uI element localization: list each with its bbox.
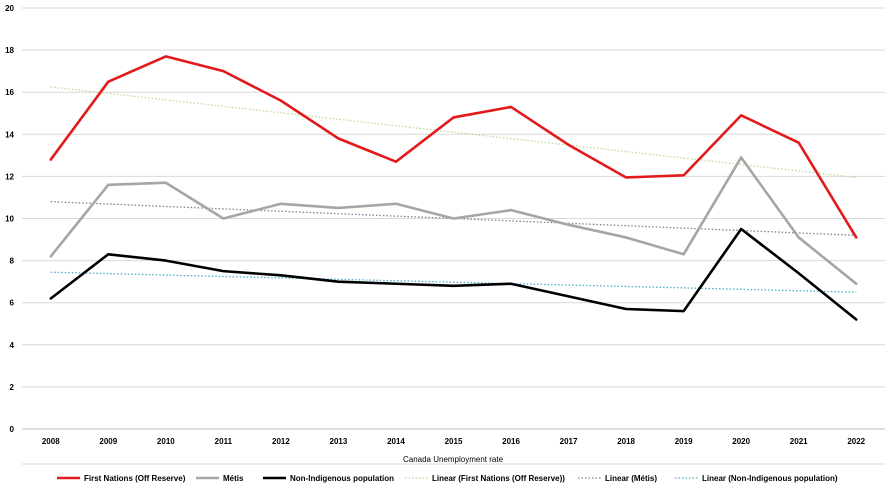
legend-label: Linear (Métis) bbox=[605, 474, 657, 483]
x-tick-label: 2017 bbox=[560, 437, 578, 446]
x-tick-label: 2013 bbox=[330, 437, 348, 446]
x-axis-title: Canada Unemployment rate bbox=[403, 455, 504, 464]
y-tick-label: 8 bbox=[10, 257, 15, 266]
x-tick-label: 2020 bbox=[732, 437, 750, 446]
legend-item: Linear (Métis) bbox=[578, 474, 657, 483]
series-points-0 bbox=[50, 56, 857, 238]
series-line-0 bbox=[49, 55, 858, 239]
legend-item: Non-Indigenous population bbox=[263, 474, 394, 483]
legend: First Nations (Off Reserve) Métis Non-Indi… bbox=[57, 474, 838, 483]
x-tick-label: 2008 bbox=[42, 437, 60, 446]
x-tick-label: 2016 bbox=[502, 437, 520, 446]
x-tick-label: 2014 bbox=[387, 437, 405, 446]
x-tick-label: 2009 bbox=[99, 437, 117, 446]
legend-item: Métis bbox=[196, 474, 244, 483]
y-tick-label: 14 bbox=[5, 130, 14, 139]
series-lines bbox=[49, 55, 858, 321]
x-tick-label: 2018 bbox=[617, 437, 635, 446]
axes: 0 2 4 6 8 10 12 14 16 18 20 2008 2009 2010 2011 2012 201… bbox=[5, 4, 885, 446]
legend-label: Métis bbox=[223, 474, 244, 483]
trendline-0 bbox=[50, 86, 857, 179]
x-tick-label: 2011 bbox=[215, 437, 233, 446]
y-tick-label: 16 bbox=[5, 88, 14, 97]
x-tick-label: 2012 bbox=[272, 437, 290, 446]
y-tick-label: 20 bbox=[5, 4, 14, 13]
y-tick-label: 4 bbox=[10, 341, 15, 350]
y-tick-label: 6 bbox=[10, 299, 15, 308]
legend-label: Non-Indigenous population bbox=[290, 474, 394, 483]
trendline-2 bbox=[50, 271, 857, 293]
y-tick-label: 10 bbox=[5, 215, 14, 224]
legend-label: First Nations (Off Reserve) bbox=[84, 474, 186, 483]
y-tick-label: 18 bbox=[5, 46, 14, 55]
series-points-1 bbox=[50, 157, 857, 284]
x-tick-label: 2015 bbox=[445, 437, 463, 446]
legend-item: Linear (First Nations (Off Reserve)) bbox=[405, 474, 565, 483]
legend-label: Linear (Non-Indigenous population) bbox=[702, 474, 838, 483]
x-tick-label: 2021 bbox=[790, 437, 808, 446]
x-tick-label: 2010 bbox=[157, 437, 175, 446]
y-tick-label: 12 bbox=[5, 172, 14, 181]
series-points-2 bbox=[50, 229, 857, 320]
legend-label: Linear (First Nations (Off Reserve)) bbox=[432, 474, 565, 483]
x-tick-label: 2022 bbox=[847, 437, 865, 446]
y-tick-label: 0 bbox=[10, 425, 15, 434]
x-tick-label: 2019 bbox=[675, 437, 693, 446]
y-tick-label: 2 bbox=[10, 383, 15, 392]
legend-item: First Nations (Off Reserve) bbox=[57, 474, 186, 483]
series-line-2 bbox=[49, 227, 858, 321]
legend-item: Linear (Non-Indigenous population) bbox=[675, 474, 838, 483]
